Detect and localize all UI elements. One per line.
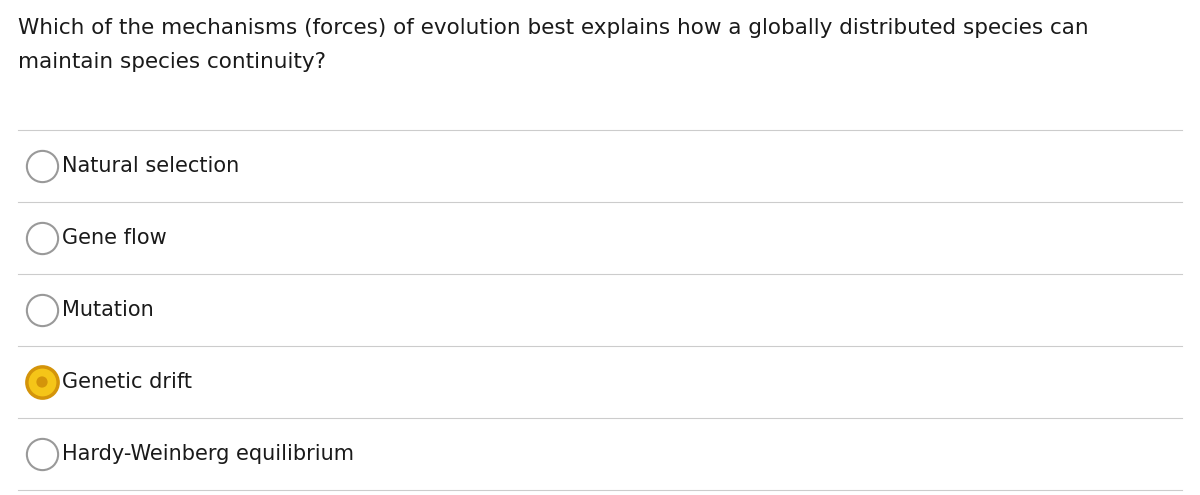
Point <box>32 378 52 386</box>
Text: Natural selection: Natural selection <box>62 156 239 176</box>
Point <box>32 306 52 314</box>
Point <box>32 450 52 458</box>
Text: Which of the mechanisms (forces) of evolution best explains how a globally distr: Which of the mechanisms (forces) of evol… <box>18 18 1088 38</box>
Text: Gene flow: Gene flow <box>62 228 167 248</box>
Text: maintain species continuity?: maintain species continuity? <box>18 52 326 72</box>
Text: Mutation: Mutation <box>62 300 154 320</box>
Text: Genetic drift: Genetic drift <box>62 372 192 392</box>
Point <box>32 162 52 170</box>
Point <box>32 378 52 386</box>
Point <box>32 234 52 242</box>
Text: Hardy-Weinberg equilibrium: Hardy-Weinberg equilibrium <box>62 444 354 464</box>
